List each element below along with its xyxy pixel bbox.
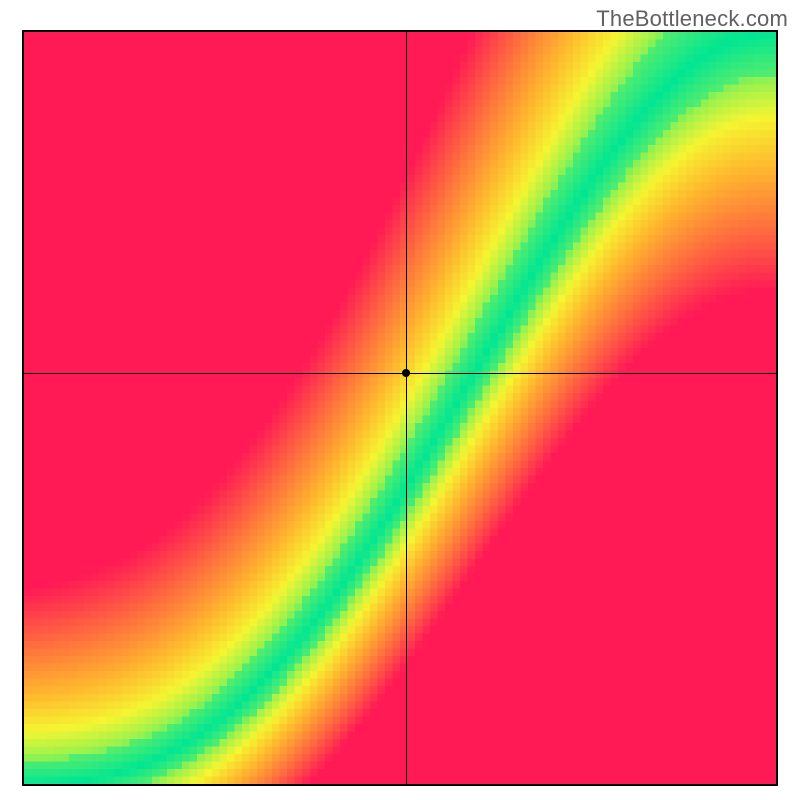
heatmap-plot-area — [22, 30, 778, 786]
crosshair-marker[interactable] — [402, 369, 410, 377]
crosshair-horizontal — [24, 373, 776, 374]
watermark-text: TheBottleneck.com — [596, 6, 788, 32]
crosshair-vertical — [406, 32, 407, 784]
heatmap-canvas — [24, 32, 776, 784]
